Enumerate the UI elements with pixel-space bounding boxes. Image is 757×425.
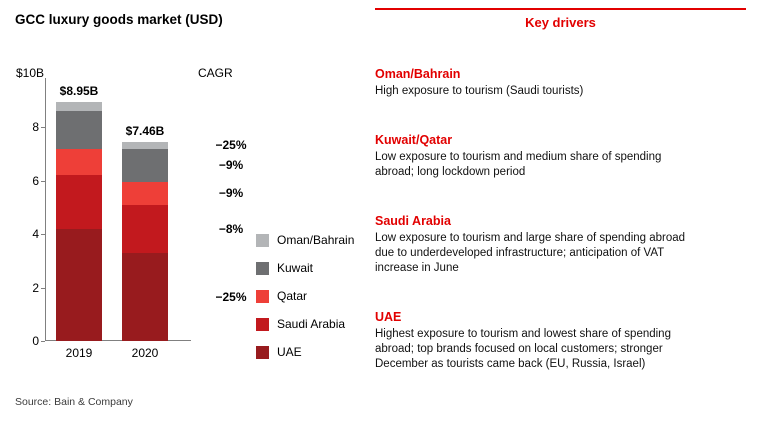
driver-text-saudi-arabia: Low exposure to tourism and large share … xyxy=(375,232,686,274)
cagr-value-saudi-arabia: −8% xyxy=(218,221,244,236)
bar-2019 xyxy=(56,102,102,341)
bar-segment-2020-kuwait xyxy=(122,148,168,183)
bar-segment-2020-qatar xyxy=(122,182,168,205)
legend-item-oman-bahrain: Oman/Bahrain xyxy=(256,233,354,247)
driver-block-saudi-arabia: Saudi Arabia Low exposure to tourism and … xyxy=(375,214,746,276)
y-axis-line xyxy=(45,78,46,341)
driver-text-uae: Highest exposure to tourism and lowest s… xyxy=(375,328,671,370)
legend-swatch-saudi-arabia xyxy=(256,317,269,331)
stacked-bar-chart: 8 6 4 2 0 $8.95B 2019 $7.46B 2020 −25% −8% −9% −9% −2… xyxy=(32,74,260,360)
cagr-value-uae: −25% xyxy=(215,289,247,304)
bar-segment-2020-saudi-arabia xyxy=(122,204,168,253)
y-axis-tick-mark xyxy=(41,287,45,289)
y-axis-tick-mark xyxy=(41,180,45,182)
cagr-column-header: CAGR xyxy=(198,66,233,80)
bar-segment-2020-oman-bahrain xyxy=(122,141,168,149)
y-axis-tick-label: 6 xyxy=(32,173,39,188)
legend-swatch-kuwait xyxy=(256,261,269,275)
driver-block-oman-bahrain: Oman/Bahrain High exposure to tourism (Sa… xyxy=(375,67,746,99)
driver-list: Oman/Bahrain High exposure to tourism (Sa… xyxy=(375,67,746,372)
bar-segment-2020-uae xyxy=(122,252,168,341)
key-drivers-divider xyxy=(375,8,746,10)
x-axis-label-2020: 2020 xyxy=(131,346,159,360)
driver-text-kuwait-qatar: Low exposure to tourism and medium share… xyxy=(375,151,662,178)
driver-title-oman-bahrain: Oman/Bahrain xyxy=(375,67,461,81)
legend-swatch-qatar xyxy=(256,289,269,303)
y-axis-max-label: $10B xyxy=(16,66,45,80)
driver-block-kuwait-qatar: Kuwait/Qatar Low exposure to tourism and … xyxy=(375,133,746,180)
y-axis-tick-label: 8 xyxy=(32,120,39,135)
driver-text-oman-bahrain: High exposure to tourism (Saudi tourists… xyxy=(375,85,584,97)
x-axis-line xyxy=(45,340,191,341)
legend-label-oman-bahrain: Oman/Bahrain xyxy=(277,233,355,247)
driver-title-kuwait-qatar: Kuwait/Qatar xyxy=(375,133,453,147)
key-drivers-title: Key drivers xyxy=(525,15,596,30)
source-note: Source: Bain & Company xyxy=(15,396,133,408)
driver-title-saudi-arabia: Saudi Arabia xyxy=(375,214,451,228)
legend-label-uae: UAE xyxy=(277,345,302,359)
legend-swatch-uae xyxy=(256,345,269,359)
legend-label-qatar: Qatar xyxy=(277,289,308,303)
driver-title-uae: UAE xyxy=(375,310,402,324)
bar-segment-2019-kuwait xyxy=(56,111,102,149)
bar-segment-2019-qatar xyxy=(56,148,102,176)
legend-swatch-oman-bahrain xyxy=(256,233,269,247)
key-drivers-panel: Key drivers Oman/Bahrain High exposure to… xyxy=(375,8,746,406)
bar-total-label-2019: $8.95B xyxy=(59,84,99,99)
x-axis-label-2019: 2019 xyxy=(65,346,93,360)
legend-item-qatar: Qatar xyxy=(256,289,354,303)
y-axis-tick-label: 2 xyxy=(32,280,39,295)
y-axis-tick-label: 0 xyxy=(32,334,39,348)
legend-item-saudi-arabia: Saudi Arabia xyxy=(256,317,354,331)
y-axis-tick-mark xyxy=(41,127,45,129)
chart-title: GCC luxury goods market (USD) xyxy=(15,12,223,27)
y-axis-tick-mark xyxy=(41,341,45,342)
bar-total-label-2020: $7.46B xyxy=(125,123,165,138)
legend-item-kuwait: Kuwait xyxy=(256,261,354,275)
bar-segment-2019-saudi-arabia xyxy=(56,175,102,229)
cagr-value-qatar: −9% xyxy=(218,186,244,201)
bar-segment-2019-oman-bahrain xyxy=(56,102,102,112)
chart-legend: Oman/Bahrain Kuwait Qatar Saudi Arabia UAE xyxy=(256,233,354,373)
legend-label-saudi-arabia: Saudi Arabia xyxy=(277,317,346,331)
y-axis-tick-mark xyxy=(41,234,45,236)
legend-item-uae: UAE xyxy=(256,345,354,359)
bar-2020 xyxy=(122,141,168,341)
cagr-value-oman-bahrain: −25% xyxy=(215,138,247,153)
y-axis-tick-label: 4 xyxy=(32,227,39,242)
legend-label-kuwait: Kuwait xyxy=(277,261,314,275)
bar-segment-2019-uae xyxy=(56,228,102,341)
driver-block-uae: UAE Highest exposure to tourism and lowes… xyxy=(375,310,746,372)
cagr-value-kuwait: −9% xyxy=(218,158,244,173)
